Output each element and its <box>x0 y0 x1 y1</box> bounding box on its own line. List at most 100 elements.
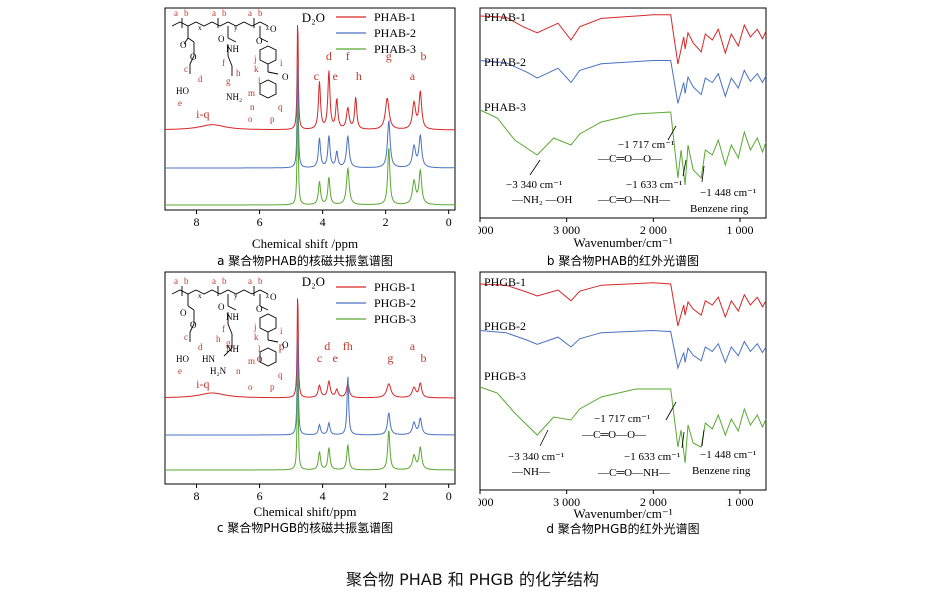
annotation-1448-line1: −1 448 cm⁻¹ <box>700 449 756 461</box>
x-tick-label: 2 000 <box>640 223 667 237</box>
legend: PHAB-1 PHAB-2 PHAB-3 <box>336 10 416 56</box>
legend: PHGB-1 PHGB-2 PHGB-3 <box>336 280 416 326</box>
peak-label: b <box>421 49 427 63</box>
atom-label-b1: b <box>184 276 189 286</box>
subscript-x: x <box>198 292 202 300</box>
atom-O-2: O <box>190 320 197 330</box>
subplot-caption: a 聚合物PHAB的核磁共振氢谱图 <box>217 253 393 268</box>
atom-label-k: k <box>254 332 259 342</box>
atom-label-j: j <box>253 54 257 64</box>
atom-label-i: i <box>280 326 283 336</box>
atom-NH-2: NH <box>226 344 239 354</box>
x-axis-label: Chemical shift /ppm <box>252 236 358 251</box>
subplot-caption: c 聚合物PHGB的核磁共振氢谱图 <box>217 520 393 535</box>
series-line-3 <box>479 386 767 464</box>
atom-label-m: m <box>248 88 255 98</box>
annotation-arrow-3340 <box>539 429 549 447</box>
atom-label-p: p <box>270 382 275 392</box>
peak-label: i-q <box>196 377 209 391</box>
subscript-y: y <box>234 292 238 300</box>
x-axis-label: Chemical shift/ppm <box>254 504 357 519</box>
legend-label-1: PHGB-1 <box>374 280 416 294</box>
series-group <box>479 14 767 186</box>
atom-label-h: h <box>236 68 241 78</box>
atom-O-5: O <box>270 24 277 34</box>
plot-frame <box>479 7 767 219</box>
atom-label-n: n <box>250 102 255 112</box>
plot-frame <box>479 271 767 491</box>
x-tick-label: 2 <box>383 215 389 229</box>
subscript-x: x <box>198 24 202 32</box>
peak-label: e <box>333 351 338 365</box>
subscript-y: y <box>234 24 238 32</box>
series-group <box>164 25 455 206</box>
annotations: −3 340 cm⁻¹ —NH₂ —OH −1 717 cm⁻¹ —C═O—O—… <box>506 125 756 215</box>
atom-label-q: q <box>278 370 283 380</box>
peak-label: a <box>410 69 416 83</box>
atom-label-a1: a <box>174 8 178 18</box>
series-line-3 <box>479 109 767 186</box>
atom-label-q: q <box>278 102 283 112</box>
annotation-1633-line1: −1 633 cm⁻¹ <box>626 179 682 191</box>
x-tick-label: 2 000 <box>640 495 667 509</box>
atom-label-e: e <box>178 98 182 108</box>
series-line-1 <box>479 282 767 327</box>
atom-label-e: e <box>178 366 182 376</box>
atom-label-a1: a <box>174 276 178 286</box>
atom-label-f: f <box>222 324 225 334</box>
structure-phgb <box>171 286 279 367</box>
atom-label-o: o <box>248 382 253 392</box>
legend-label-2: PHGB-2 <box>374 296 416 310</box>
series-label-2: PHGB-2 <box>484 319 526 333</box>
plot-frame <box>164 7 456 211</box>
x-ticks-group: 4 000 3 000 2 000 1 000 <box>478 490 754 509</box>
x-axis-label: Wavenumber/cm⁻¹ <box>573 235 672 250</box>
structure-labels-phgb: a b a b a b x y z O O c d HO e O NH f g … <box>174 276 289 392</box>
x-tick-label: 0 <box>446 489 452 503</box>
panel-b-ir-phab: 4 000 3 000 2 000 1 000 PHAB-1 PHAB-2 PHAB-… <box>478 7 767 268</box>
legend-label-3: PHGB-3 <box>374 312 416 326</box>
annotation-arrow-1448 <box>701 165 705 183</box>
atom-label-g: g <box>226 338 231 348</box>
annotation-1448-line1: −1 448 cm⁻¹ <box>700 187 756 199</box>
annotation-1717-line2: —C═O—O— <box>581 429 647 441</box>
atom-label-g: g <box>226 76 231 86</box>
x-ticks-group: 8 6 4 2 0 <box>194 484 452 503</box>
subplot-caption: b 聚合物PHAB的红外光谱图 <box>547 253 699 268</box>
x-tick-label: 2 <box>383 489 389 503</box>
subscript-z: z <box>266 292 269 300</box>
x-tick-label: 3 000 <box>553 495 580 509</box>
atom-label-i: i <box>280 58 283 68</box>
atom-O-1: O <box>180 40 187 50</box>
peak-label: p <box>279 339 285 353</box>
peak-label: g <box>387 351 393 365</box>
atom-label-m: m <box>248 356 255 366</box>
peak-label: h <box>356 69 362 83</box>
atom-NH2: NH₂ <box>226 92 242 102</box>
series-group <box>165 298 455 471</box>
x-tick-label: 6 <box>257 489 263 503</box>
plot-frame <box>164 271 456 485</box>
atom-label-n: n <box>236 366 241 376</box>
peak-label: f <box>346 49 350 63</box>
atom-O-3: O <box>218 302 225 312</box>
series-line-2 <box>479 60 767 104</box>
series-label-3: PHAB-3 <box>484 100 526 114</box>
legend-label-1: PHAB-1 <box>374 10 416 24</box>
peak-label: e <box>333 69 338 83</box>
atom-label-h: h <box>216 334 221 344</box>
atom-O-6: O <box>282 72 289 82</box>
annotation-3340-line1: −3 340 cm⁻¹ <box>508 451 564 463</box>
atom-O-5: O <box>270 292 277 302</box>
atom-label-c: c <box>184 332 188 342</box>
atom-label-b1: b <box>184 8 189 18</box>
atom-O-1: O <box>180 308 187 318</box>
x-tick-label: 3 000 <box>553 223 580 237</box>
annotation-1633-line1: −1 633 cm⁻¹ <box>624 451 680 463</box>
peak-label: d <box>324 339 330 353</box>
atom-O-6: O <box>282 340 289 350</box>
atom-NH-1: NH <box>226 312 239 322</box>
